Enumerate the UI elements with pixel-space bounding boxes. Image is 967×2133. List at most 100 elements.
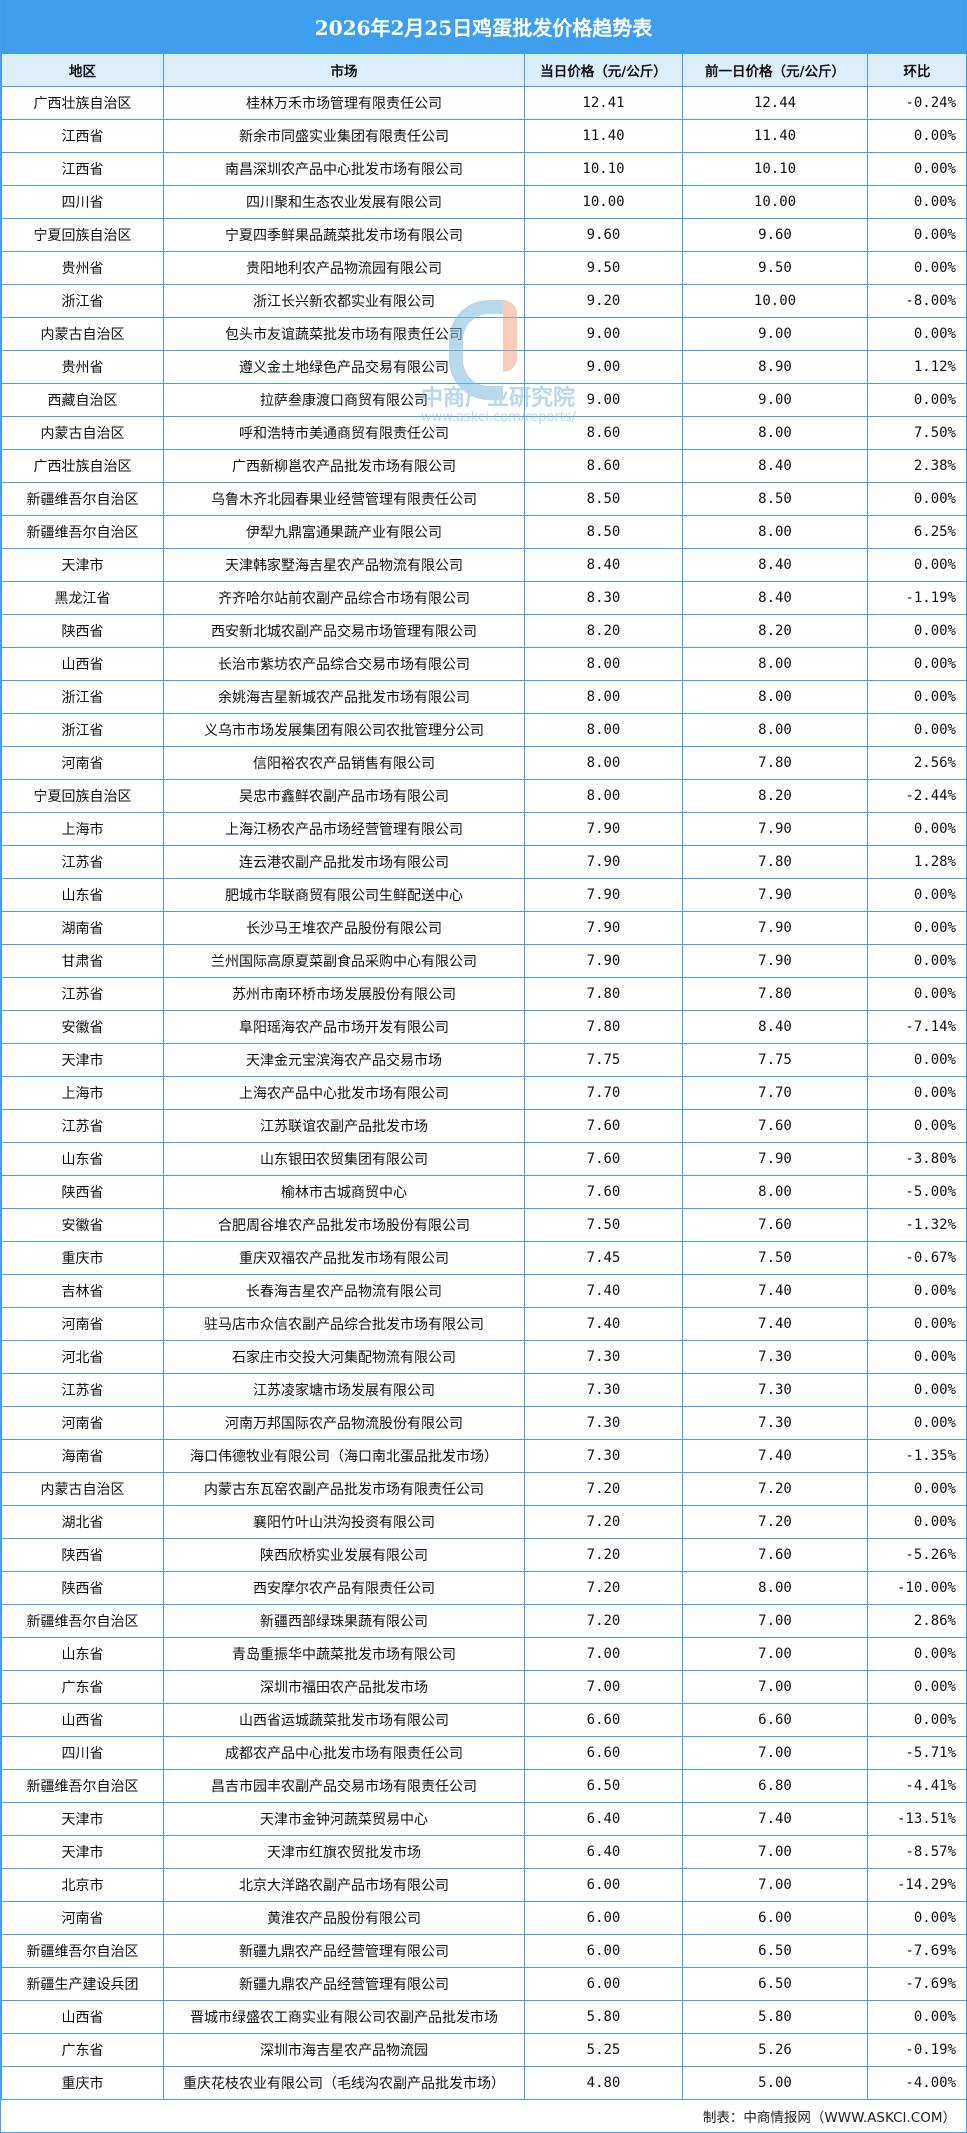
cell-change: -8.57% [867,1835,967,1869]
table-row: 江西省 南昌深圳农产品中心批发市场有限公司 10.10 10.10 0.00% [1,152,967,186]
cell-change: -7.69% [867,1967,967,2001]
cell-market: 广西新柳邕农产品批发市场有限公司 [163,449,525,483]
cell-market: 余姚海吉星新城农产品批发市场有限公司 [163,680,525,714]
cell-change: -1.19% [867,581,967,615]
cell-previous-price: 7.60 [682,1109,868,1143]
cell-change: -7.69% [867,1934,967,1968]
table-row: 重庆市 重庆双福农产品批发市场有限公司 7.45 7.50 -0.67% [1,1241,967,1275]
cell-previous-price: 7.00 [682,1736,868,1770]
table-row: 贵州省 遵义金土地绿色产品交易有限公司 9.00 8.90 1.12% [1,350,967,384]
cell-market: 天津金元宝滨海农产品交易市场 [163,1043,525,1077]
cell-current-price: 7.45 [524,1241,683,1275]
table-row: 北京市 北京大洋路农副产品市场有限公司 6.00 7.00 -14.29% [1,1868,967,1902]
cell-change: 0.00% [867,1505,967,1539]
cell-region: 湖北省 [1,1505,164,1539]
table-row: 江西省 新余市同盛实业集团有限责任公司 11.40 11.40 0.00% [1,119,967,153]
cell-previous-price: 6.80 [682,1769,868,1803]
cell-region: 河南省 [1,1307,164,1341]
cell-region: 河南省 [1,1406,164,1440]
table-row: 黑龙江省 齐齐哈尔站前农副产品综合市场有限公司 8.30 8.40 -1.19% [1,581,967,615]
cell-market: 山西省运城蔬菜批发市场有限公司 [163,1703,525,1737]
cell-region: 内蒙古自治区 [1,317,164,351]
table-row: 陕西省 西安新北城农副产品交易市场管理有限公司 8.20 8.20 0.00% [1,614,967,648]
cell-previous-price: 8.40 [682,449,868,483]
table-row: 河北省 石家庄市交投大河集配物流有限公司 7.30 7.30 0.00% [1,1340,967,1374]
cell-current-price: 8.50 [524,515,683,549]
cell-region: 新疆维吾尔自治区 [1,515,164,549]
cell-region: 山西省 [1,1703,164,1737]
cell-market: 上海农产品中心批发市场有限公司 [163,1076,525,1110]
cell-region: 安徽省 [1,1010,164,1044]
cell-current-price: 9.00 [524,317,683,351]
cell-previous-price: 6.00 [682,1901,868,1935]
cell-previous-price: 7.20 [682,1472,868,1506]
cell-current-price: 7.20 [524,1505,683,1539]
cell-market: 西安新北城农副产品交易市场管理有限公司 [163,614,525,648]
cell-previous-price: 7.30 [682,1340,868,1374]
cell-region: 河南省 [1,746,164,780]
table-row: 新疆维吾尔自治区 新疆西部绿珠果蔬有限公司 7.20 7.00 2.86% [1,1604,967,1638]
cell-change: 0.00% [867,482,967,516]
cell-current-price: 7.90 [524,944,683,978]
cell-region: 山东省 [1,878,164,912]
cell-previous-price: 6.60 [682,1703,868,1737]
cell-market: 呼和浩特市美通商贸有限责任公司 [163,416,525,450]
cell-region: 江西省 [1,152,164,186]
cell-change: 0.00% [867,1637,967,1671]
table-row: 天津市 天津金元宝滨海农产品交易市场 7.75 7.75 0.00% [1,1043,967,1077]
table-row: 安徽省 合肥周谷堆农产品批发市场股份有限公司 7.50 7.60 -1.32% [1,1208,967,1242]
cell-change: 0.00% [867,1274,967,1308]
cell-current-price: 9.20 [524,284,683,318]
cell-current-price: 8.00 [524,647,683,681]
cell-current-price: 8.20 [524,614,683,648]
table-row: 新疆生产建设兵团 新疆九鼎农产品经营管理有限公司 6.00 6.50 -7.69% [1,1967,967,2001]
cell-market: 重庆花枝农业有限公司（毛线沟农副产品批发市场） [163,2066,525,2100]
table-row: 山东省 山东银田农贸集团有限公司 7.60 7.90 -3.80% [1,1142,967,1176]
price-table: 地区 市场 当日价格（元/公斤） 前一日价格（元/公斤） 环比 广西壮族自治区桂… [1,53,967,2100]
cell-region: 湖南省 [1,911,164,945]
cell-change: 0.00% [867,119,967,153]
cell-market: 黄淮农产品股份有限公司 [163,1901,525,1935]
table-row: 天津市 天津市红旗农贸批发市场 6.40 7.00 -8.57% [1,1835,967,1869]
table-row: 西藏自治区 拉萨叁康渡口商贸有限公司 9.00 9.00 0.00% [1,383,967,417]
cell-current-price: 9.60 [524,218,683,252]
cell-previous-price: 7.80 [682,845,868,879]
cell-region: 新疆维吾尔自治区 [1,482,164,516]
cell-current-price: 8.00 [524,713,683,747]
cell-market: 成都农产品中心批发市场有限责任公司 [163,1736,525,1770]
cell-region: 江苏省 [1,1109,164,1143]
table-row: 浙江省 余姚海吉星新城农产品批发市场有限公司 8.00 8.00 0.00% [1,680,967,714]
cell-region: 新疆维吾尔自治区 [1,1604,164,1638]
cell-current-price: 7.60 [524,1142,683,1176]
table-row: 湖南省 长沙马王堆农产品股份有限公司 7.90 7.90 0.00% [1,911,967,945]
table-row: 广西壮族自治区 桂林万禾市场管理有限责任公司 12.41 12.44 -0.24% [1,86,967,120]
cell-previous-price: 7.50 [682,1241,868,1275]
cell-current-price: 6.60 [524,1703,683,1737]
cell-market: 包头市友谊蔬菜批发市场有限责任公司 [163,317,525,351]
table-row: 河南省 黄淮农产品股份有限公司 6.00 6.00 0.00% [1,1901,967,1935]
cell-current-price: 10.00 [524,185,683,219]
cell-market: 肥城市华联商贸有限公司生鲜配送中心 [163,878,525,912]
cell-market: 石家庄市交投大河集配物流有限公司 [163,1340,525,1374]
cell-region: 江苏省 [1,1373,164,1407]
cell-market: 天津市红旗农贸批发市场 [163,1835,525,1869]
cell-previous-price: 8.00 [682,647,868,681]
table-row: 浙江省 浙江长兴新农都实业有限公司 9.20 10.00 -8.00% [1,284,967,318]
cell-current-price: 7.90 [524,878,683,912]
cell-previous-price: 8.40 [682,1010,868,1044]
header-market: 市场 [163,53,525,87]
cell-region: 江西省 [1,119,164,153]
cell-region: 吉林省 [1,1274,164,1308]
cell-current-price: 8.40 [524,548,683,582]
cell-region: 天津市 [1,548,164,582]
cell-change: 0.00% [867,251,967,285]
cell-current-price: 8.00 [524,746,683,780]
cell-current-price: 7.20 [524,1538,683,1572]
cell-current-price: 5.80 [524,2000,683,2034]
cell-current-price: 7.80 [524,1010,683,1044]
table-row: 江苏省 苏州市南环桥市场发展股份有限公司 7.80 7.80 0.00% [1,977,967,1011]
cell-current-price: 8.30 [524,581,683,615]
table-row: 内蒙古自治区 呼和浩特市美通商贸有限责任公司 8.60 8.00 7.50% [1,416,967,450]
cell-previous-price: 7.60 [682,1208,868,1242]
cell-market: 贵阳地利农产品物流园有限公司 [163,251,525,285]
